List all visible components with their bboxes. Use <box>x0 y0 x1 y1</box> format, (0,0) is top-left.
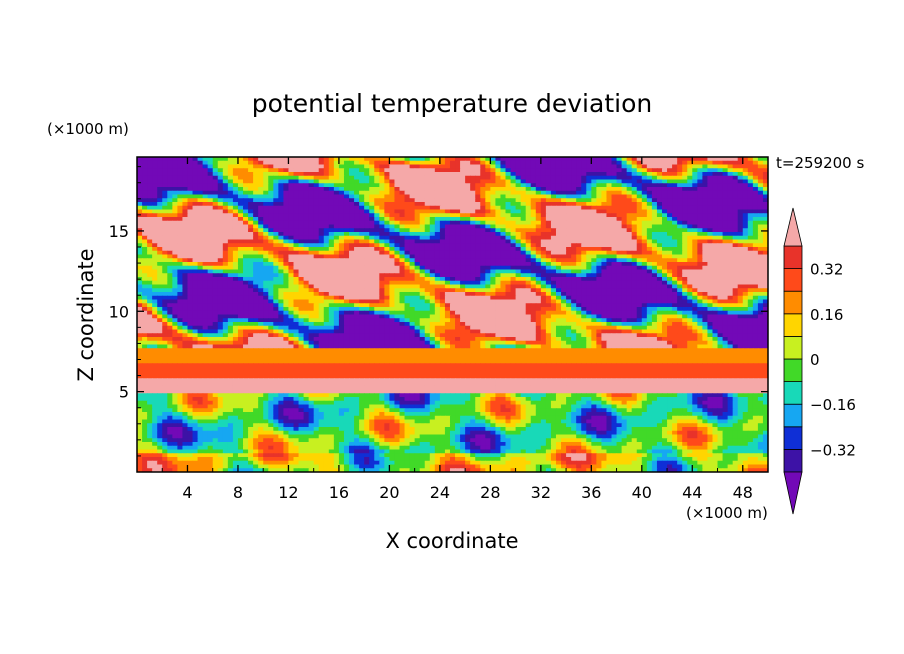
x-tick-label: 40 <box>632 483 652 502</box>
colorbar-label: 0.16 <box>810 306 843 324</box>
y-tick-label: 10 <box>109 302 129 321</box>
colorbar-swatch <box>783 448 803 473</box>
colorbar-swatch <box>783 403 803 428</box>
x-tick-label: 24 <box>430 483 450 502</box>
x-tick-label: 12 <box>278 483 298 502</box>
plot-frame <box>136 156 769 473</box>
colorbar-label: −0.32 <box>810 441 856 459</box>
x-unit-label: (×1000 m) <box>686 504 768 522</box>
x-tick-label: 16 <box>329 483 349 502</box>
x-tick-label: 32 <box>531 483 551 502</box>
z-unit-label: (×1000 m) <box>47 120 129 138</box>
x-axis-title: X coordinate <box>385 529 518 553</box>
x-tick-label: 8 <box>233 483 243 502</box>
x-tick-label: 4 <box>182 483 192 502</box>
x-tick-label: 36 <box>581 483 601 502</box>
colorbar-swatch <box>783 313 803 337</box>
colorbar-label: −0.16 <box>810 396 856 414</box>
y-tick-label: 5 <box>119 383 129 402</box>
x-tick-label: 28 <box>480 483 500 502</box>
y-tick-label: 15 <box>109 222 129 241</box>
colorbar: 0.32 0.16 0 −0.16 −0.32 <box>783 207 856 515</box>
colorbar-label: 0.32 <box>810 261 843 279</box>
colorbar-swatch <box>783 268 803 292</box>
colorbar-swatch <box>783 290 803 315</box>
colorbar-swatch <box>783 381 803 405</box>
x-tick-label: 48 <box>733 483 753 502</box>
colorbar-label: 0 <box>810 351 820 369</box>
colorbar-under-arrow <box>783 471 803 515</box>
colorbar-swatch <box>783 426 803 450</box>
y-axis-title: Z coordinate <box>74 248 98 381</box>
x-tick-label: 20 <box>379 483 399 502</box>
colorbar-swatch <box>783 335 803 360</box>
colorbar-swatch <box>783 245 803 270</box>
x-axis: 4 8 12 16 20 24 28 32 36 40 44 48 <box>161 157 753 502</box>
time-label: t=259200 s <box>776 154 864 172</box>
colorbar-swatch <box>783 358 803 383</box>
colorbar-over-arrow <box>783 207 803 247</box>
heatmap-field <box>137 157 768 472</box>
x-tick-label: 44 <box>682 483 702 502</box>
chart-title: potential temperature deviation <box>252 89 652 118</box>
y-axis: 5 10 15 <box>109 166 768 457</box>
